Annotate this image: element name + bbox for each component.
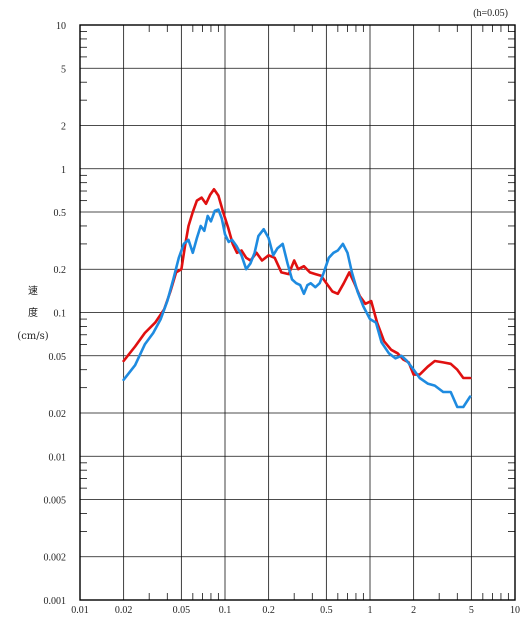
- axis-ticks: [80, 25, 515, 600]
- y-tick-label: 0.002: [44, 553, 67, 564]
- x-tick-label: 10: [510, 605, 520, 616]
- damping-note: (h=0.05): [473, 8, 508, 19]
- y-tick-label: 0.02: [49, 409, 67, 420]
- y-tick-label: 0.1: [54, 309, 67, 320]
- x-tick-label: 0.05: [173, 605, 191, 616]
- x-tick-labels: 0.01 0.02 0.05 0.1 0.2 0.5 1 2 5 10: [71, 605, 520, 616]
- y-tick-label: 0.001: [44, 596, 67, 607]
- x-tick-label: 0.2: [262, 605, 275, 616]
- y-tick-label: 0.005: [44, 496, 67, 507]
- y-tick-label: 1: [61, 165, 66, 176]
- series-line-2: [122, 208, 472, 409]
- y-axis-label-char-2: 度: [28, 306, 38, 319]
- x-tick-label: 0.02: [115, 605, 133, 616]
- plot-frame: [79, 24, 516, 601]
- x-tick-label: 5: [469, 605, 474, 616]
- x-tick-label: 0.5: [320, 605, 333, 616]
- x-tick-label: 2: [411, 605, 416, 616]
- y-tick-label: 0.01: [49, 452, 67, 463]
- x-tick-label: 0.01: [71, 605, 89, 616]
- y-tick-label: 10: [56, 21, 66, 32]
- y-tick-labels: 10 5 2 1 0.5 0.2 0.1 0.05 0.02 0.01 0.005 0.002 0.00…: [44, 21, 67, 607]
- major-grid: [79, 25, 515, 601]
- y-axis-label-char-1: 速: [28, 285, 38, 297]
- x-tick-label: 1: [368, 605, 373, 616]
- y-tick-label: 2: [61, 121, 66, 132]
- y-axis-label-unit: (cm/s): [17, 331, 48, 342]
- y-tick-label: 5: [61, 64, 66, 75]
- y-tick-label: 0.2: [54, 265, 67, 276]
- series-layer: [122, 188, 472, 409]
- y-tick-label: 0.5: [54, 208, 67, 219]
- x-tick-label: 0.1: [219, 605, 232, 616]
- y-tick-label: 0.05: [49, 352, 67, 363]
